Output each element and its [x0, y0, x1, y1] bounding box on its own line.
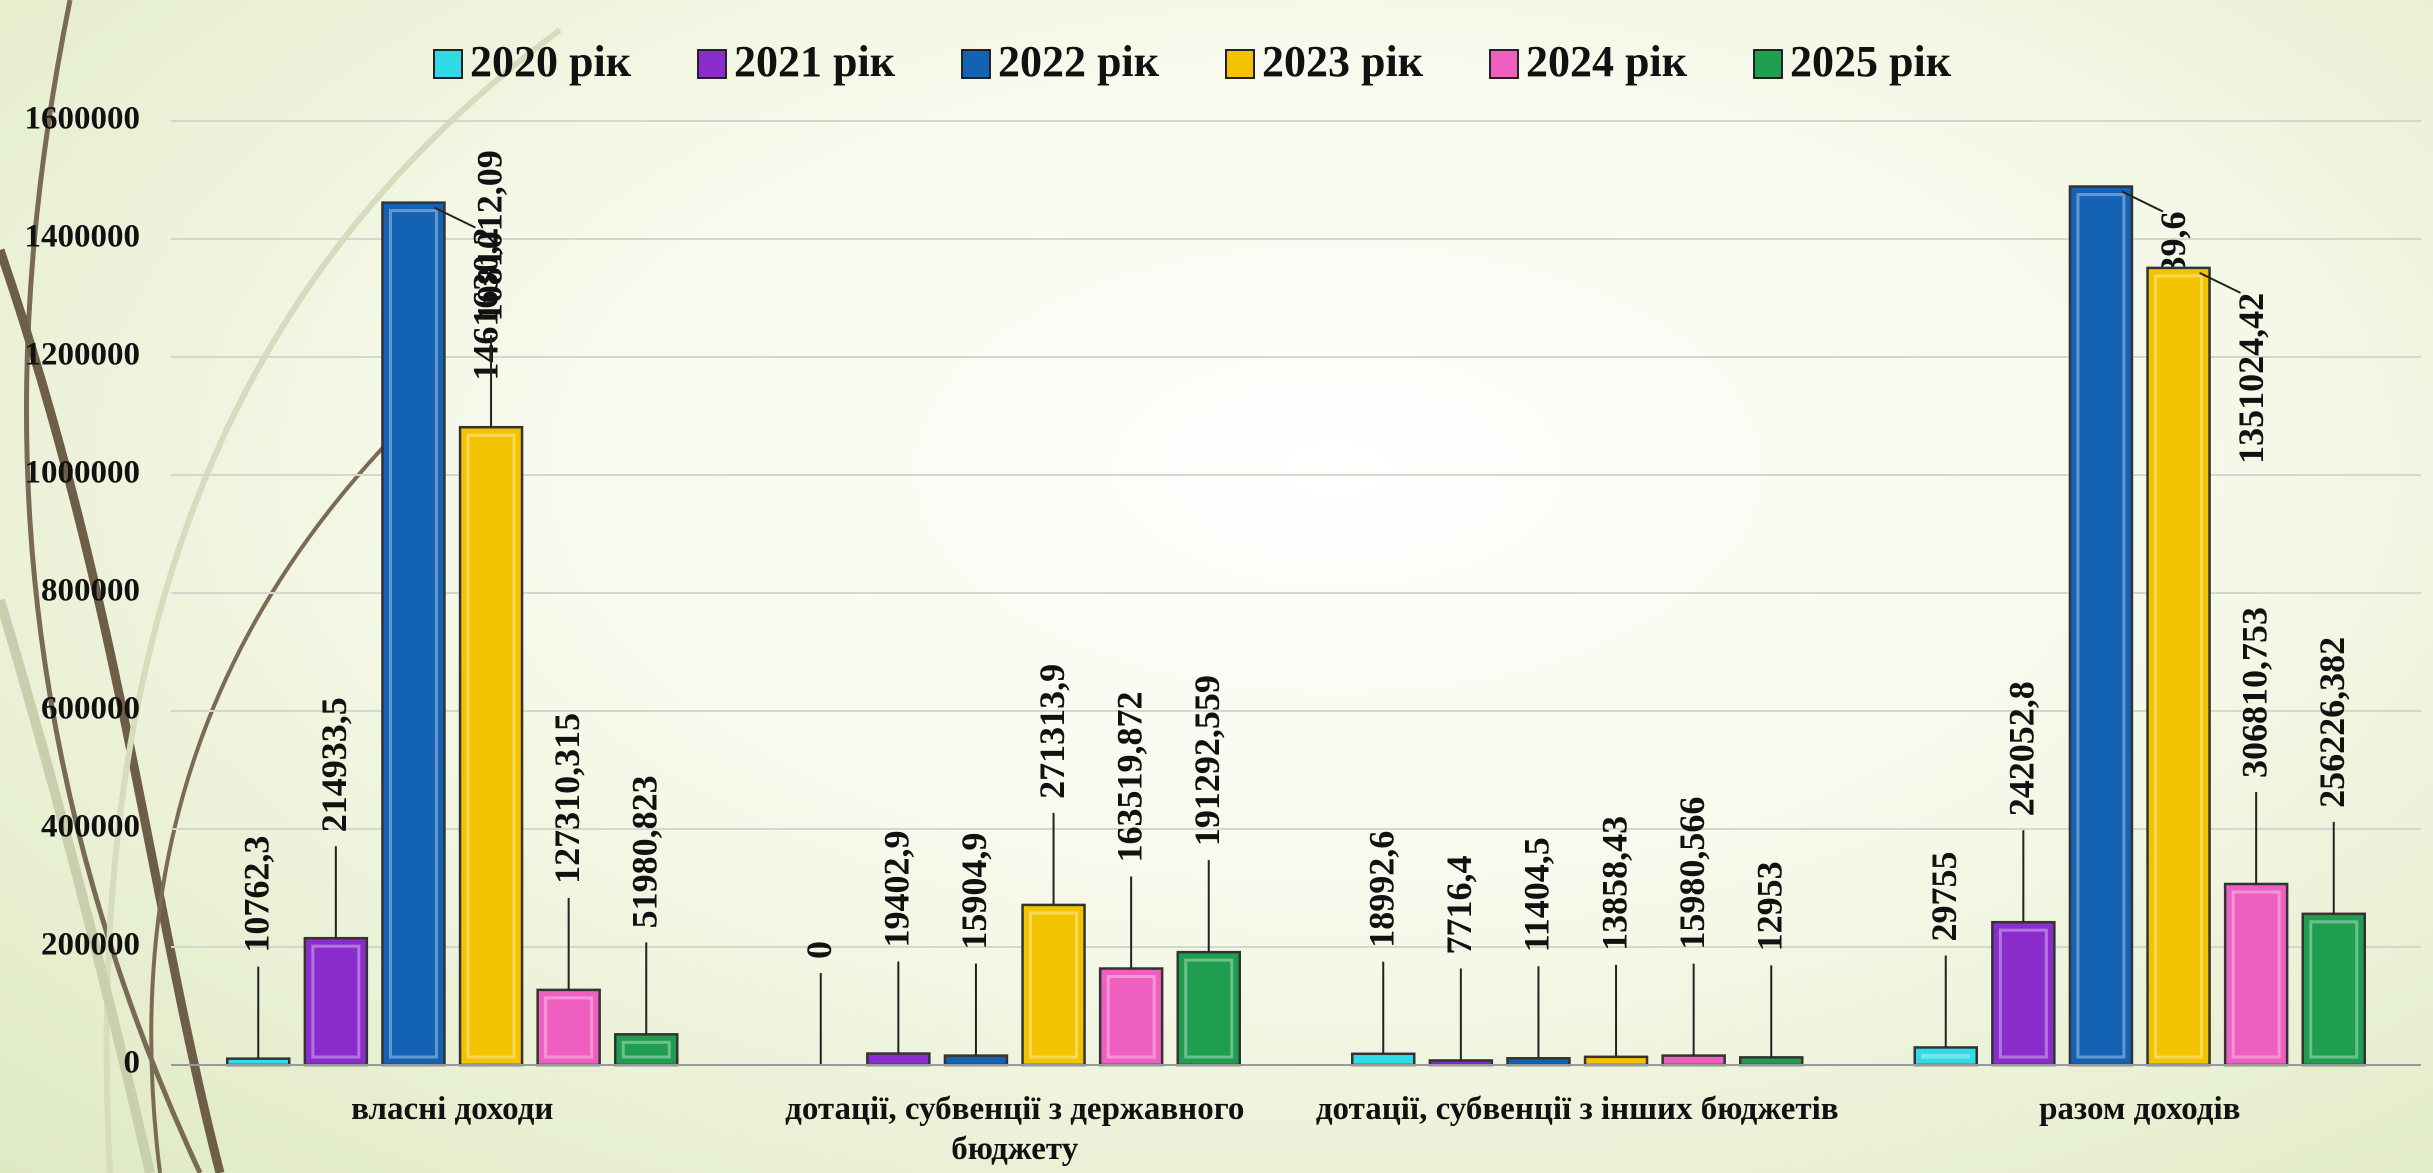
- legend-swatch: [1225, 49, 1255, 79]
- bar: [1583, 1055, 1649, 1067]
- data-label: 51980,823: [625, 775, 665, 928]
- y-tick-label: 200000: [41, 927, 140, 963]
- x-tick-label: дотації, субвенції з інших бюджетів: [1315, 1091, 1839, 1127]
- bar: [866, 1052, 931, 1067]
- bar-bevel: [544, 996, 594, 1059]
- bar-bevel: [2309, 920, 2359, 1059]
- bar: [1506, 1057, 1571, 1067]
- bar-bevel: [1921, 1053, 1971, 1059]
- bar: [2301, 912, 2366, 1067]
- data-label: 0: [799, 941, 839, 959]
- bar: [2068, 185, 2134, 1067]
- legend-swatch: [697, 49, 727, 79]
- y-tick-label: 0: [124, 1045, 141, 1081]
- bar: [943, 1054, 1009, 1067]
- leader-line: [2199, 271, 2241, 294]
- bar-bevel: [1184, 958, 1234, 1059]
- legend-swatch: [961, 49, 991, 79]
- data-label: 191292,559: [1187, 675, 1227, 846]
- bar-bevel: [1998, 928, 2048, 1059]
- data-label: 12953: [1750, 861, 1790, 951]
- bar-bevel: [621, 1040, 671, 1059]
- data-label: 15980,566: [1672, 797, 1712, 950]
- y-tick-label: 1200000: [25, 337, 141, 373]
- legend-label: 2025 рік: [1790, 37, 1952, 86]
- data-label: 163519,872: [1109, 692, 1149, 863]
- data-label: 1081012,09: [469, 150, 509, 321]
- legend-swatch: [433, 49, 463, 79]
- data-label: 306810,753: [2234, 607, 2274, 778]
- y-tick-label: 400000: [41, 809, 140, 845]
- data-label: 18992,6: [1362, 831, 1402, 948]
- y-tick-label: 1600000: [25, 101, 141, 137]
- leader-line: [434, 206, 476, 229]
- leader-line: [2121, 190, 2164, 213]
- data-label: 19402,9: [877, 831, 917, 948]
- legend-swatch: [1753, 49, 1783, 79]
- bar-bevel: [311, 944, 361, 1059]
- data-label: 256226,382: [2312, 637, 2352, 808]
- y-tick-label: 1000000: [25, 455, 141, 491]
- y-tick-label: 800000: [41, 573, 140, 609]
- x-tick-label: дотації, субвенції з державного бюджету: [785, 1091, 1245, 1167]
- legend-label: 2024 рік: [1526, 37, 1688, 86]
- x-tick-label: разом доходів: [2039, 1091, 2241, 1127]
- data-label: 127310,315: [547, 713, 587, 884]
- bar-bevel: [1106, 975, 1156, 1059]
- data-label: 242052,8: [2002, 681, 2042, 816]
- bar: [536, 988, 601, 1067]
- data-label: 13858,43: [1594, 816, 1634, 951]
- data-label: 10762,3: [237, 836, 277, 953]
- data-label: 1351024,42: [2231, 293, 2271, 464]
- bar: [1098, 967, 1164, 1067]
- bar: [303, 936, 369, 1067]
- bar: [381, 201, 446, 1067]
- decoration: [0, 0, 562, 1173]
- legend-label: 2020 рік: [470, 37, 632, 86]
- bar-bevel: [2076, 193, 2126, 1059]
- bar-bevel: [1029, 911, 1079, 1059]
- bar-bevel: [2231, 890, 2281, 1059]
- data-label: 214933,5: [314, 697, 354, 832]
- bar-bevel: [466, 433, 516, 1059]
- data-label: 271313,9: [1032, 664, 1072, 799]
- y-tick-label: 600000: [41, 691, 140, 727]
- bar: [1176, 950, 1241, 1067]
- y-tick-label: 1400000: [25, 219, 141, 255]
- bar-bevel: [2154, 274, 2204, 1059]
- data-label: 11404,5: [1517, 837, 1557, 952]
- data-label: 29755: [1924, 851, 1964, 941]
- data-label: 15904,9: [954, 833, 994, 950]
- bar: [1661, 1054, 1726, 1067]
- bar-bevel: [388, 209, 438, 1059]
- legend-label: 2021 рік: [734, 37, 896, 86]
- legend-label: 2022 рік: [998, 37, 1160, 86]
- legend-label: 2023 рік: [1262, 37, 1424, 86]
- data-label: 1461630,2: [466, 228, 506, 381]
- bar: [458, 425, 524, 1067]
- bar: [1739, 1056, 1804, 1067]
- legend-swatch: [1489, 49, 1519, 79]
- data-label: 7716,4: [1439, 855, 1479, 954]
- bar: [1351, 1052, 1416, 1067]
- x-tick-label: власні доходи: [351, 1091, 554, 1127]
